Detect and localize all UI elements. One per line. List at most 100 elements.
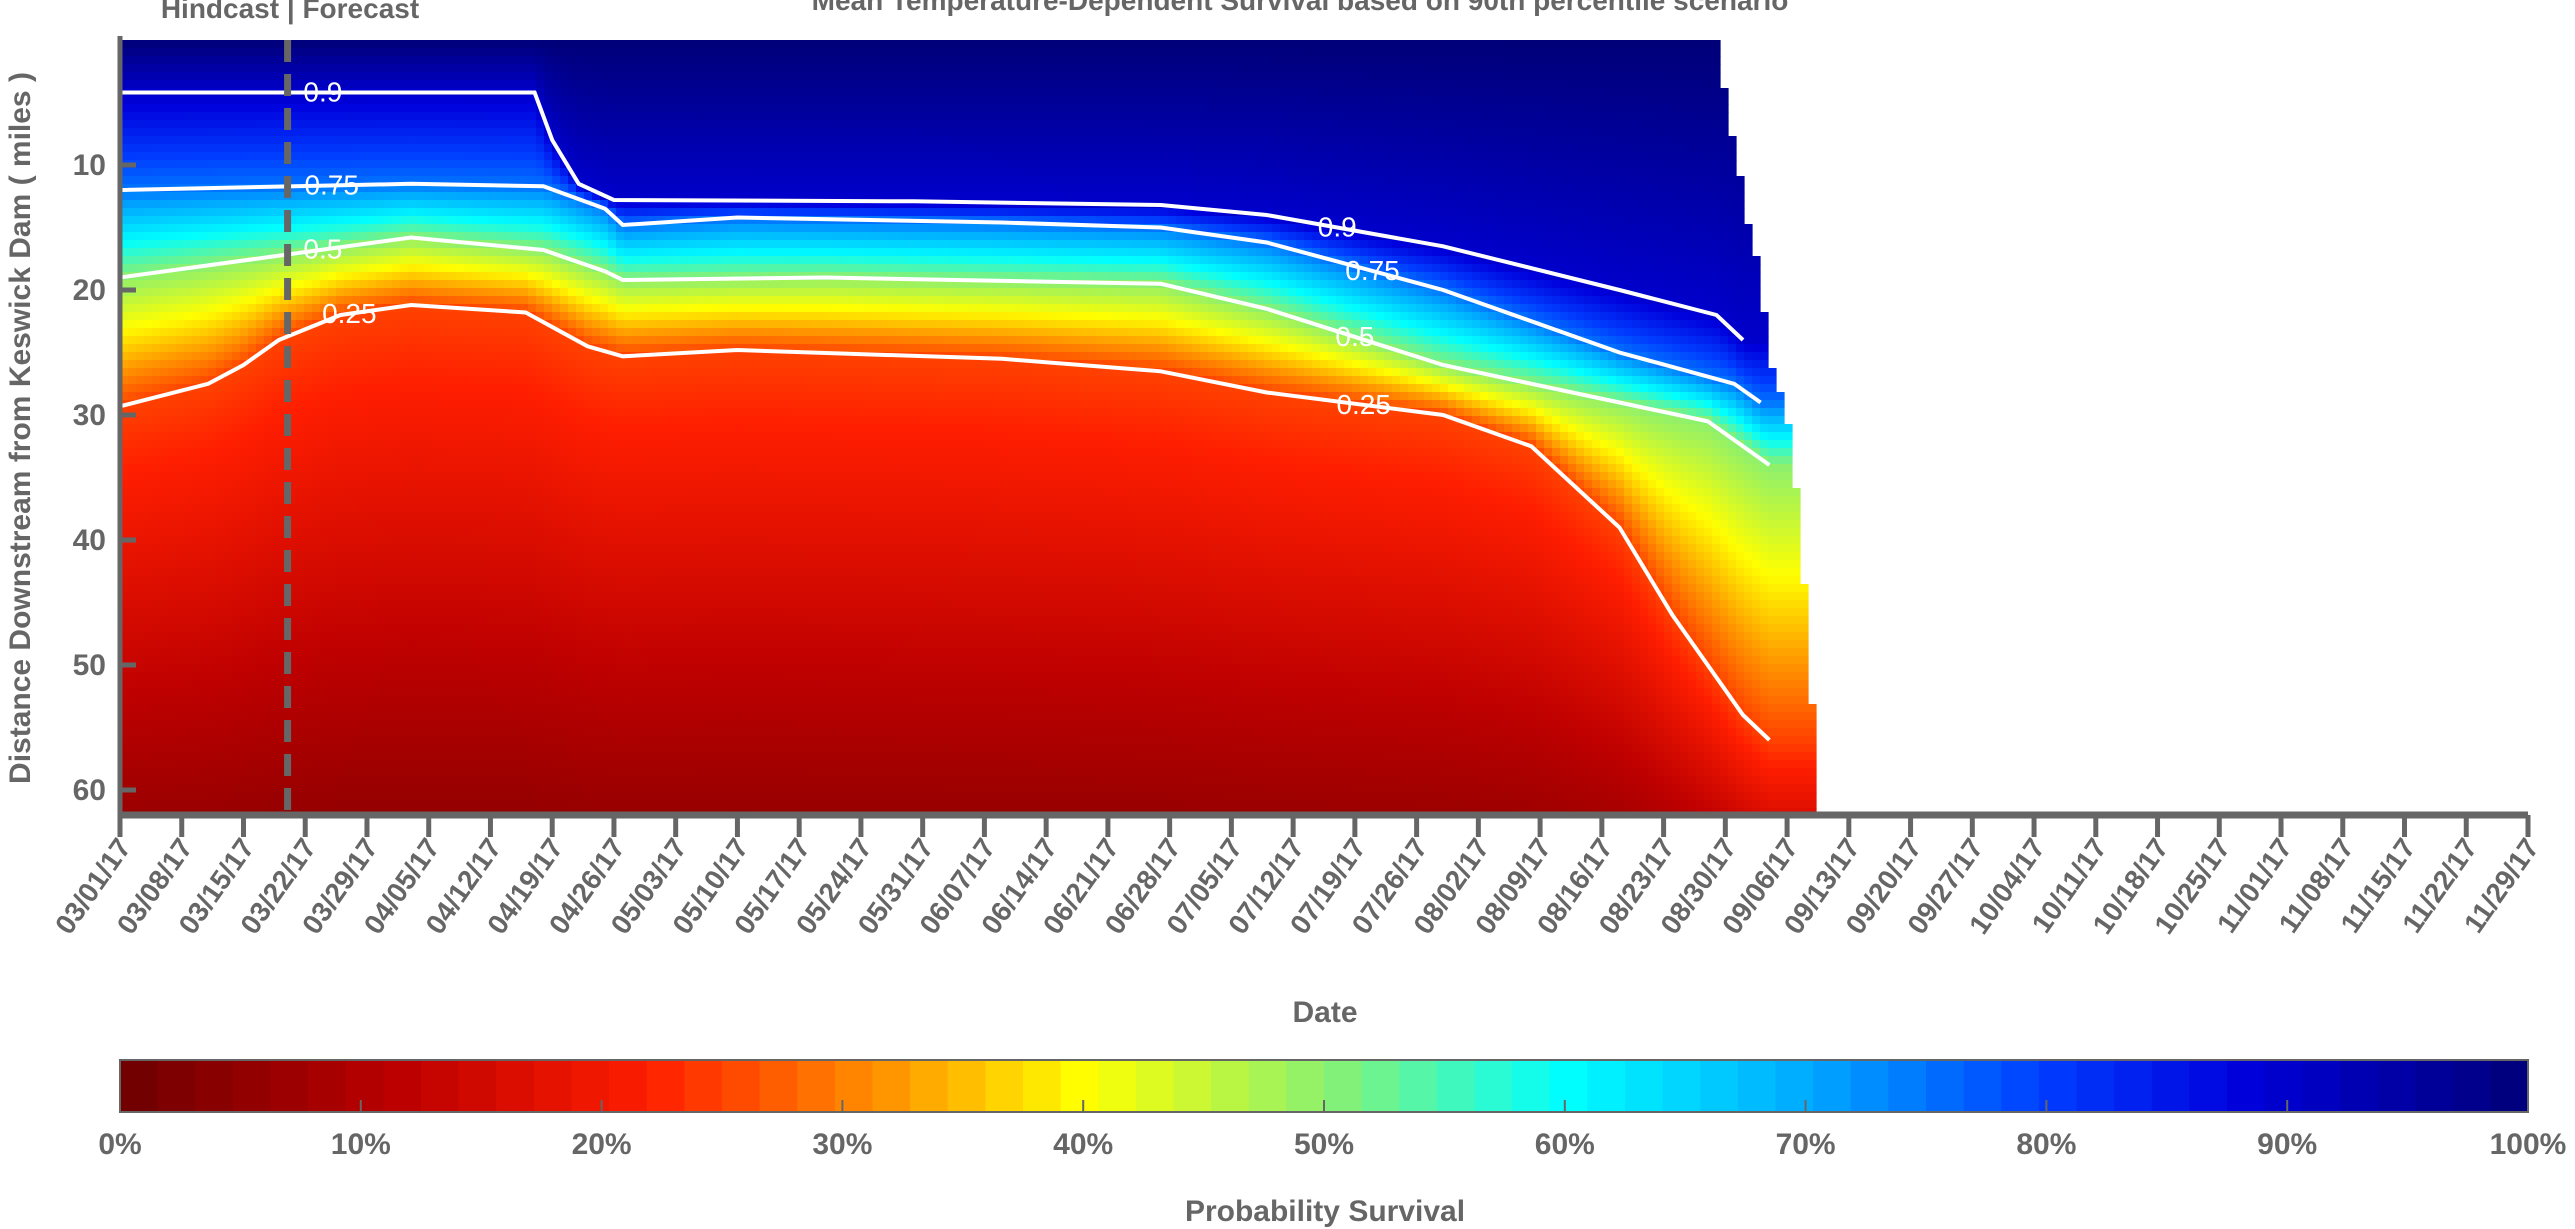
heatmap-cell — [216, 96, 225, 105]
heatmap-cell — [176, 704, 185, 713]
heatmap-cell — [272, 768, 281, 777]
heatmap-cell — [520, 784, 529, 793]
heatmap-cell — [400, 360, 409, 369]
heatmap-cell — [344, 392, 353, 401]
heatmap-cell — [160, 544, 169, 553]
heatmap-cell — [216, 160, 225, 169]
heatmap-cell — [128, 376, 137, 385]
heatmap-cell — [408, 768, 417, 777]
heatmap-cell — [464, 792, 473, 801]
heatmap-cell — [248, 440, 257, 449]
heatmap-cell — [128, 504, 137, 513]
heatmap-cell — [504, 152, 513, 161]
heatmap-cell — [248, 600, 257, 609]
heatmap-cell — [304, 608, 313, 617]
heatmap-cell — [448, 264, 457, 273]
heatmap-cell — [368, 104, 377, 113]
heatmap-cell — [296, 504, 305, 513]
heatmap-cell — [264, 616, 273, 625]
heatmap-cell — [416, 592, 425, 601]
heatmap-cell — [328, 576, 337, 585]
heatmap-cell — [232, 296, 241, 305]
heatmap-cell — [344, 496, 353, 505]
heatmap-cell — [472, 696, 481, 705]
heatmap-cell — [200, 72, 209, 81]
heatmap-cell — [280, 504, 289, 513]
heatmap-cell — [368, 368, 377, 377]
heatmap-cell — [384, 136, 393, 145]
heatmap-cell — [528, 272, 537, 281]
heatmap-cell — [200, 344, 209, 353]
heatmap-cell — [480, 648, 489, 657]
heatmap-cell — [216, 800, 225, 809]
heatmap-cell — [240, 328, 249, 337]
heatmap-cell — [520, 96, 529, 105]
heatmap-cell — [368, 632, 377, 641]
heatmap-cell — [264, 192, 273, 201]
heatmap-cell — [512, 72, 521, 81]
heatmap-cell — [368, 624, 377, 633]
heatmap-cell — [192, 656, 201, 665]
heatmap-cell — [400, 328, 409, 337]
heatmap-cell — [176, 768, 185, 777]
heatmap-cell — [176, 176, 185, 185]
heatmap-cell — [384, 320, 393, 329]
heatmap-cell — [480, 120, 489, 129]
heatmap-cell — [248, 40, 257, 49]
heatmap-cell — [400, 152, 409, 161]
heatmap-cell — [424, 488, 433, 497]
heatmap-cell — [312, 216, 321, 225]
heatmap-cell — [168, 288, 177, 297]
heatmap-cell — [368, 744, 377, 753]
heatmap-cell — [224, 696, 233, 705]
heatmap-cell — [160, 136, 169, 145]
heatmap-cell — [392, 744, 401, 753]
heatmap-cell — [384, 608, 393, 617]
heatmap-cell — [504, 344, 513, 353]
heatmap-cell — [320, 600, 329, 609]
heatmap-cell — [408, 472, 417, 481]
heatmap-cell — [512, 200, 521, 209]
heatmap-cell — [392, 152, 401, 161]
heatmap-cell — [456, 792, 465, 801]
heatmap-cell — [304, 136, 313, 145]
heatmap-cell — [240, 512, 249, 521]
heatmap-cell — [256, 232, 265, 241]
heatmap-cell — [256, 544, 265, 553]
heatmap-cell — [392, 256, 401, 265]
heatmap-cell — [336, 368, 345, 377]
heatmap-cell — [128, 104, 137, 113]
heatmap-cell — [368, 200, 377, 209]
heatmap-cell — [504, 280, 513, 289]
heatmap-cell — [368, 216, 377, 225]
heatmap-cell — [360, 160, 369, 169]
heatmap-cell — [464, 256, 473, 265]
heatmap-cell — [248, 280, 257, 289]
heatmap-cell — [216, 56, 225, 65]
heatmap-cell — [408, 440, 417, 449]
heatmap-cell — [136, 672, 145, 681]
heatmap-cell — [456, 376, 465, 385]
heatmap-cell — [144, 584, 153, 593]
heatmap-cell — [432, 632, 441, 641]
heatmap-cell — [232, 800, 241, 809]
heatmap-cell — [216, 576, 225, 585]
heatmap-cell — [168, 616, 177, 625]
heatmap-cell — [168, 504, 177, 513]
heatmap-cell — [288, 440, 297, 449]
heatmap-cell — [352, 488, 361, 497]
heatmap-cell — [392, 792, 401, 801]
heatmap-cell — [168, 232, 177, 241]
heatmap-cell — [176, 608, 185, 617]
heatmap-cell — [368, 168, 377, 177]
heatmap-cell — [520, 520, 529, 529]
heatmap-cell — [216, 416, 225, 425]
heatmap-cell — [160, 488, 169, 497]
heatmap-cell — [136, 608, 145, 617]
heatmap-cell — [504, 696, 513, 705]
heatmap-cell — [496, 432, 505, 441]
heatmap-cell — [152, 760, 161, 769]
heatmap-cell — [168, 144, 177, 153]
heatmap-cell — [320, 688, 329, 697]
heatmap-cell — [424, 152, 433, 161]
